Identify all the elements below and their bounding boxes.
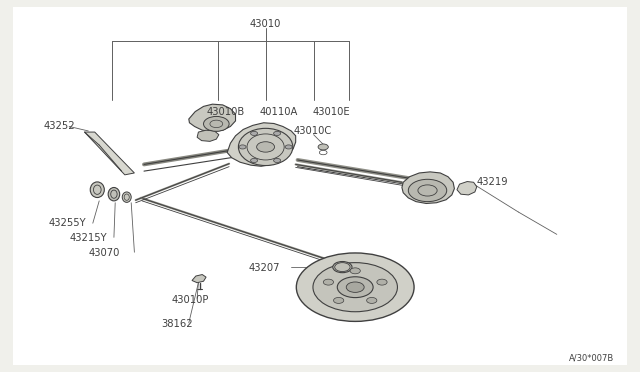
Text: 38162: 38162	[161, 320, 193, 329]
Ellipse shape	[122, 192, 131, 202]
Text: 43255Y: 43255Y	[49, 218, 86, 228]
Circle shape	[367, 298, 377, 304]
Ellipse shape	[90, 182, 104, 198]
Text: 43219: 43219	[477, 177, 508, 186]
Circle shape	[250, 158, 257, 163]
Circle shape	[346, 282, 364, 292]
Circle shape	[296, 253, 414, 321]
Text: 43010E: 43010E	[312, 108, 350, 117]
Polygon shape	[192, 275, 206, 283]
Text: 43070: 43070	[88, 248, 120, 258]
Text: 43010C: 43010C	[293, 126, 332, 136]
Polygon shape	[189, 104, 236, 132]
Circle shape	[337, 277, 373, 298]
Circle shape	[274, 158, 280, 163]
Text: 40110A: 40110A	[259, 108, 298, 117]
Text: 43252: 43252	[44, 122, 75, 131]
Circle shape	[257, 142, 275, 152]
Circle shape	[323, 279, 333, 285]
Polygon shape	[197, 130, 219, 141]
Polygon shape	[402, 172, 454, 203]
Circle shape	[318, 144, 328, 150]
Circle shape	[350, 268, 360, 274]
FancyBboxPatch shape	[13, 7, 627, 365]
Circle shape	[377, 279, 387, 285]
Text: 43010B: 43010B	[206, 108, 244, 117]
Circle shape	[285, 145, 292, 149]
Circle shape	[408, 179, 447, 202]
Circle shape	[313, 263, 397, 312]
Polygon shape	[84, 132, 134, 175]
Text: A/30*007B: A/30*007B	[569, 354, 614, 363]
Text: 43010P: 43010P	[172, 295, 209, 305]
Ellipse shape	[333, 262, 352, 273]
Circle shape	[204, 116, 229, 131]
Text: 43215Y: 43215Y	[69, 233, 107, 243]
Ellipse shape	[238, 128, 292, 166]
Circle shape	[274, 131, 280, 135]
Polygon shape	[457, 182, 477, 195]
Text: 43207: 43207	[248, 263, 280, 273]
Circle shape	[239, 145, 246, 149]
Text: 43010: 43010	[250, 19, 282, 29]
Circle shape	[333, 298, 344, 304]
Circle shape	[250, 131, 257, 135]
Polygon shape	[227, 123, 296, 166]
Ellipse shape	[108, 187, 120, 201]
